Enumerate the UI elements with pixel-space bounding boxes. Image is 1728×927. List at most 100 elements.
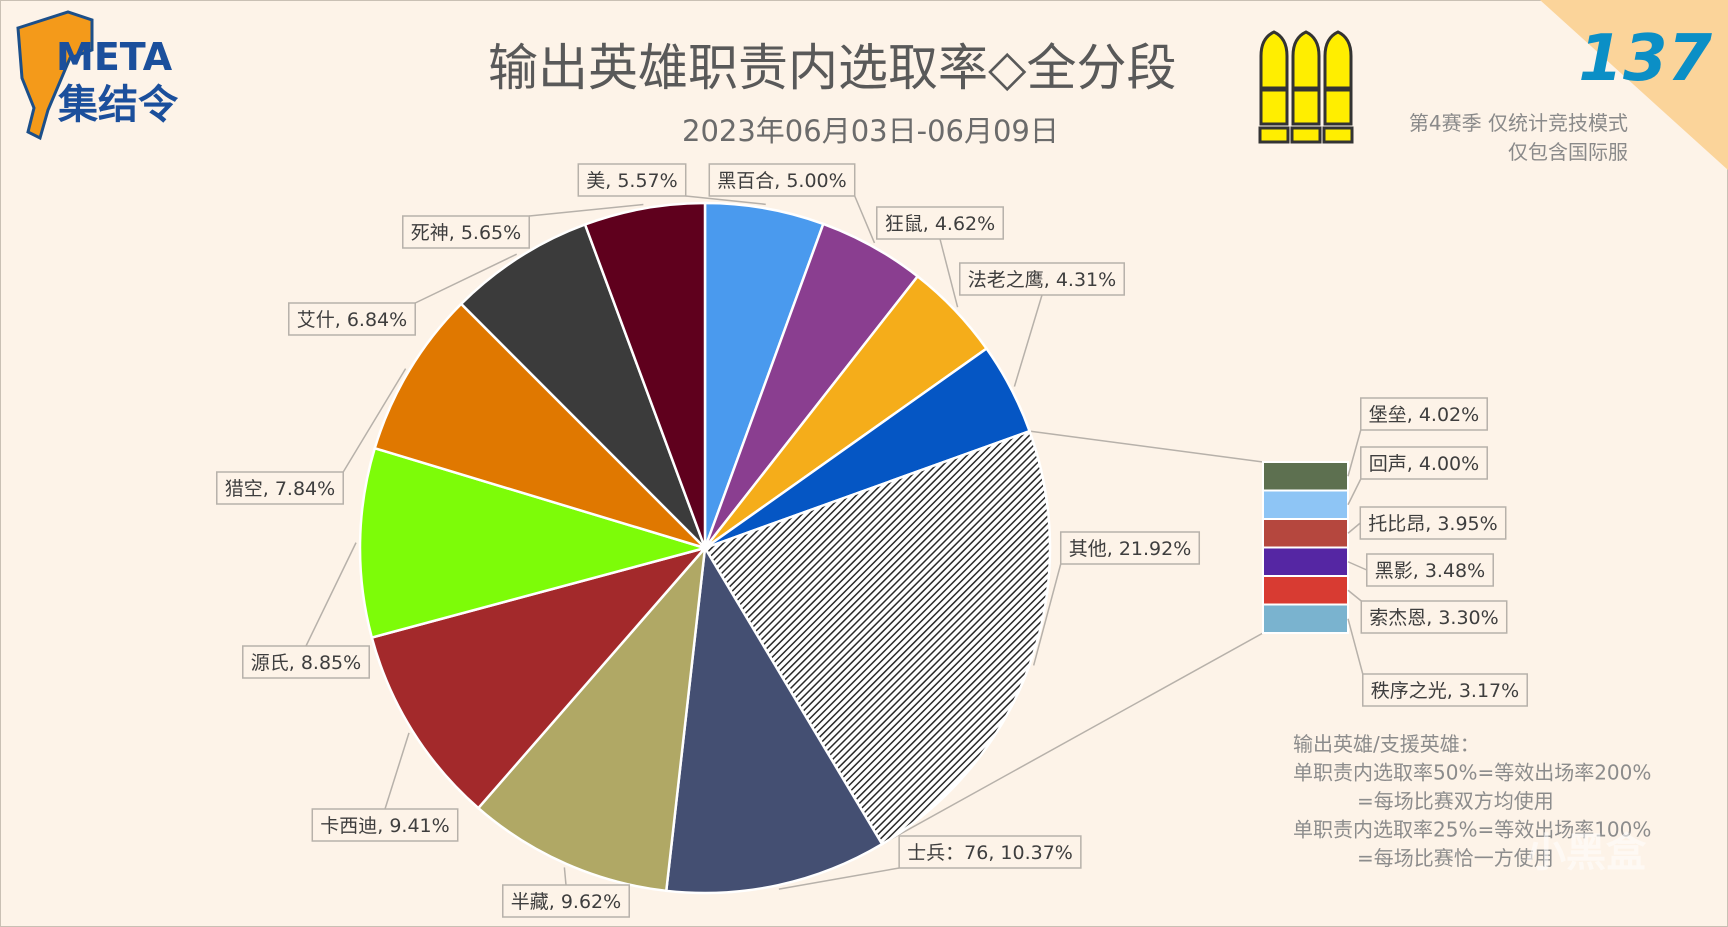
pie-slice-11 — [583, 201, 707, 549]
slice-label-2: 狂鼠, 4.62% — [876, 206, 1004, 240]
slice-label-4-leader — [1032, 563, 1062, 666]
slice-label-10-leader — [414, 253, 518, 304]
slice-label-1: 黑百合, 5.00% — [708, 163, 856, 197]
explain-line-3: 单职责内选取率25%=等效出场率100% — [1293, 818, 1651, 842]
slice-label-3: 法老之鹰, 4.31% — [959, 262, 1125, 296]
breakdown-label-3: 黑影, 3.48% — [1366, 553, 1494, 587]
slice-label-9-leader — [342, 368, 407, 473]
breakdown-label-5: 秩序之光, 3.17% — [1362, 673, 1528, 707]
chart-title: 输出英雄职责内选取率◇全分段 — [488, 39, 1176, 97]
logo: META 集结令 — [16, 10, 179, 141]
breakdown-label-3-text: 黑影, 3.48% — [1375, 560, 1485, 582]
slice-label-6-leader — [563, 867, 567, 886]
breakdown-label-5-leader — [1347, 618, 1364, 675]
slice-label-2-leader — [939, 238, 959, 308]
explain-line-4: =每场比赛恰一方使用 — [1357, 846, 1554, 870]
chart-subtitle: 2023年06月03日-06月09日 — [682, 114, 1059, 148]
logo-top: META — [56, 35, 173, 79]
slice-label-6-box — [502, 884, 630, 918]
logo-bullhorn — [16, 10, 94, 141]
breakdown-label-1-leader — [1347, 478, 1362, 506]
slice-label-2-box — [876, 206, 1004, 240]
breakdown-segment-5 — [1262, 603, 1349, 634]
slice-label-0-text: 美, 5.57% — [586, 170, 677, 192]
slice-labels: 美, 5.57% 黑百合, 5.00% 狂鼠, 4.62% 法老之鹰, 4.31% 其他… — [216, 163, 1528, 918]
breakdown-label-3-leader — [1347, 561, 1368, 571]
slice-label-4-text: 其他, 21.92% — [1069, 538, 1192, 560]
slice-label-10: 艾什, 6.84% — [288, 302, 416, 336]
corner-triangle — [1540, 0, 1728, 170]
slice-label-7: 卡西迪, 9.41% — [311, 808, 459, 842]
slice-label-1-box — [708, 163, 856, 197]
slice-label-11-text: 死神, 5.65% — [411, 222, 521, 244]
slice-label-7-leader — [384, 732, 410, 810]
slice-label-5-box — [898, 835, 1082, 869]
slice-label-6-text: 半藏, 9.62% — [511, 891, 621, 913]
breakdown-label-2: 托比昂, 3.95% — [1359, 506, 1507, 540]
pie-slice-4 — [703, 429, 1052, 846]
pie-slices — [358, 201, 1052, 895]
breakdown-label-5-box — [1362, 673, 1528, 707]
slice-label-5-leader — [778, 867, 900, 890]
slice-label-9-box — [216, 471, 344, 505]
breakdown-label-4: 索杰恩, 3.30% — [1360, 600, 1508, 634]
slice-label-0-leader — [685, 195, 766, 206]
pie-slice-8 — [358, 446, 710, 640]
slice-label-1-leader — [854, 195, 876, 244]
breakdown-label-0-leader — [1347, 429, 1362, 477]
slice-label-11-leader — [529, 203, 644, 217]
pie-slice-5 — [664, 544, 884, 895]
pie-slice-9 — [373, 302, 706, 550]
slice-label-8-box — [242, 645, 370, 679]
slice-label-0-box — [577, 163, 687, 197]
slice-label-8-text: 源氏, 8.85% — [251, 652, 361, 674]
connector-top — [1029, 430, 1264, 463]
explain-line-2: =每场比赛双方均使用 — [1357, 789, 1554, 813]
breakdown-label-4-text: 索杰恩, 3.30% — [1369, 607, 1498, 629]
breakdown-label-4-leader — [1347, 589, 1362, 602]
slice-label-10-box — [288, 302, 416, 336]
breakdown-segment-3 — [1262, 546, 1349, 577]
slice-label-2-text: 狂鼠, 4.62% — [885, 213, 995, 235]
slice-label-7-text: 卡西迪, 9.41% — [320, 815, 449, 837]
logo-bottom: 集结令 — [57, 82, 179, 128]
breakdown-label-2-leader — [1347, 522, 1361, 534]
watermark: 小黑盒 — [1526, 830, 1647, 876]
damage-role-icon — [1258, 30, 1354, 144]
explain-line-0: 输出英雄/支援英雄： — [1293, 732, 1480, 756]
slice-label-6: 半藏, 9.62% — [502, 884, 630, 918]
slice-label-3-text: 法老之鹰, 4.31% — [968, 269, 1116, 291]
breakdown-label-2-text: 托比昂, 3.95% — [1368, 513, 1497, 535]
slice-label-0: 美, 5.57% — [577, 163, 687, 197]
slice-label-5: 士兵：76, 10.37% — [898, 835, 1082, 869]
pie-slice-6 — [476, 544, 707, 893]
breakdown-label-4-box — [1360, 600, 1508, 634]
explain-notes: 输出英雄/支援英雄： 单职责内选取率50%=等效出场率200% =每场比赛双方均使用… — [1293, 732, 1651, 870]
breakdown-segment-1 — [1262, 489, 1349, 520]
issue-number: 137 — [1578, 22, 1712, 96]
breakdown-bar — [1262, 461, 1349, 634]
breakdown-label-1-box — [1360, 446, 1488, 480]
breakdown-segment-4 — [1262, 575, 1349, 606]
breakdown-segment-0 — [1262, 461, 1349, 492]
slice-label-4-box — [1059, 531, 1201, 565]
breakdown-label-0-box — [1360, 397, 1488, 431]
breakdown-label-0: 堡垒, 4.02% — [1360, 397, 1488, 431]
explain-line-1: 单职责内选取率50%=等效出场率200% — [1293, 761, 1651, 785]
breakdown-label-1: 回声, 4.00% — [1360, 446, 1488, 480]
slice-label-4: 其他, 21.92% — [1059, 531, 1201, 565]
issue-badge: 137 — [1540, 0, 1728, 170]
breakdown-segment-2 — [1262, 518, 1349, 549]
slice-label-9: 猎空, 7.84% — [216, 471, 344, 505]
server-note: 仅包含国际服 — [1508, 140, 1628, 164]
slice-label-8-leader — [305, 542, 357, 647]
slice-label-11-box — [402, 215, 530, 249]
pie-slice-10 — [459, 222, 707, 549]
breakdown-connectors — [881, 430, 1264, 845]
breakdown-label-2-box — [1359, 506, 1507, 540]
slice-label-1-text: 黑百合, 5.00% — [717, 170, 846, 192]
slice-label-10-text: 艾什, 6.84% — [297, 309, 407, 331]
breakdown-label-0-text: 堡垒, 4.02% — [1369, 404, 1479, 426]
